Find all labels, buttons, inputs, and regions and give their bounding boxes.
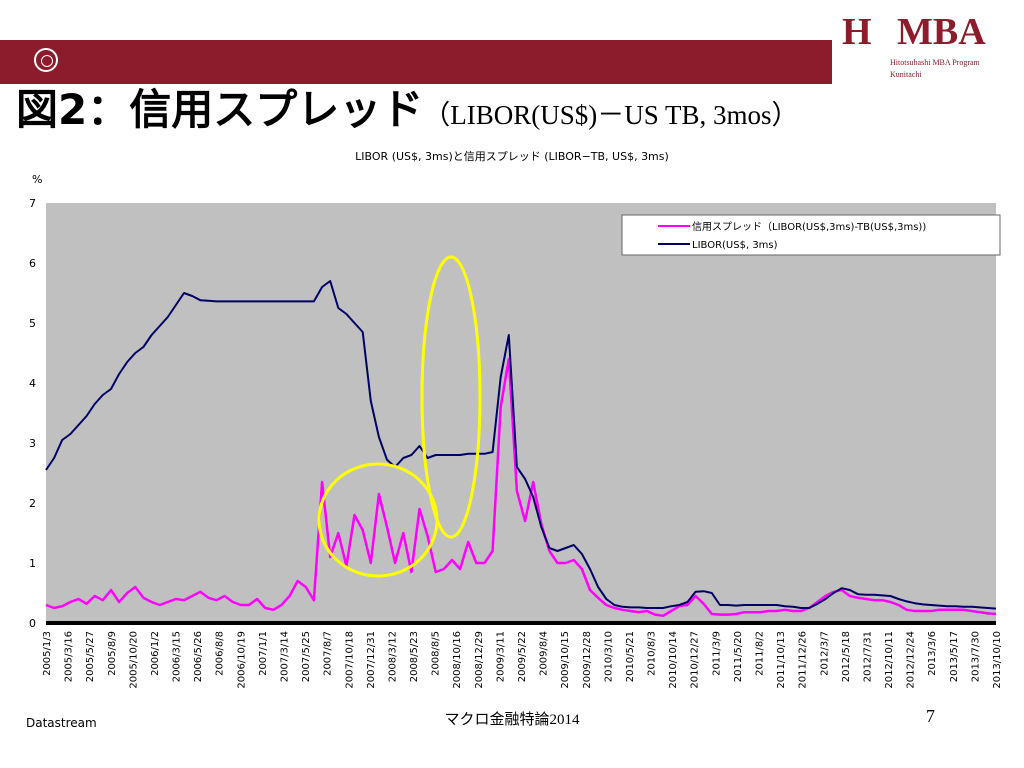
- x-tick-label: 2010/3/10: [603, 631, 614, 682]
- x-tick-label: 2013/10/10: [992, 631, 1003, 689]
- x-tick-label: 2011/8/2: [755, 631, 766, 676]
- plot-area: [46, 203, 996, 623]
- chart-title: LIBOR (US$, 3ms)と信用スプレッド (LIBOR−TB, US$,…: [355, 150, 669, 163]
- x-tick-label: 2006/5/26: [193, 631, 204, 682]
- x-tick-label: 2005/3/16: [64, 631, 75, 682]
- x-tick-label: 2009/12/28: [582, 631, 593, 689]
- x-tick-label: 2008/10/16: [452, 631, 463, 689]
- x-tick-label: 2013/3/6: [927, 631, 938, 676]
- series-layer: [45, 280, 997, 618]
- highlight-ellipse-2008-peak: [420, 255, 482, 539]
- legend-box: [621, 214, 1001, 256]
- y-tick-label: 7: [29, 197, 36, 210]
- x-tick-label: 2008/3/12: [387, 631, 398, 682]
- x-tick-label: 2005/5/27: [85, 631, 96, 682]
- y-tick-label: 2: [29, 497, 36, 510]
- legend: 信用スプレッド（LIBOR(US$,3ms)-TB(US$,3ms)) LIBO…: [621, 214, 1001, 256]
- y-tick-label: 3: [29, 437, 36, 450]
- logo-subtitle: Hitotsubashi MBA Program: [890, 58, 980, 67]
- x-tick-label: 2011/10/13: [776, 631, 787, 689]
- y-tick-label: 4: [29, 377, 36, 390]
- x-axis: 2005/1/3 2005/3/16 2005/5/27 2005/8/9 2005/1…: [42, 631, 1003, 689]
- slide-title: 図2：信用スプレッド（LIBOR(US$)－US TB, 3mos）: [16, 86, 799, 144]
- x-tick-label: 2007/3/14: [280, 631, 291, 682]
- x-tick-label: 2005/8/9: [107, 631, 118, 676]
- y-axis-label: %: [32, 173, 42, 186]
- x-tick-label: 2006/3/15: [172, 631, 183, 682]
- x-tick-label: 2007/8/7: [323, 631, 334, 676]
- legend-label-spread: 信用スプレッド（LIBOR(US$,3ms)-TB(US$,3ms)): [692, 221, 926, 233]
- x-tick-label: 2005/1/3: [42, 631, 53, 676]
- x-tick-label: 2009/8/4: [539, 631, 550, 676]
- logo-area: [832, 6, 1024, 86]
- x-tick-label: 2012/3/7: [819, 631, 830, 676]
- source-note: Datastream: [26, 716, 97, 730]
- x-tick-label: 2008/8/5: [431, 631, 442, 676]
- y-tick-label: 0: [29, 617, 36, 630]
- logo-location: Kunitachi: [890, 70, 922, 79]
- x-tick-label: 2012/5/18: [841, 631, 852, 682]
- libor-spread-chart: LIBOR (US$, 3ms)と信用スプレッド (LIBOR−TB, US$,…: [29, 150, 1003, 689]
- x-tick-label: 2010/12/27: [690, 631, 701, 689]
- y-tick-label: 1: [29, 557, 36, 570]
- x-tick-label: 2009/10/15: [560, 631, 571, 689]
- y-axis: 0 1 2 3 4 5 6 7: [29, 197, 36, 630]
- y-tick-label: 6: [29, 257, 36, 270]
- x-tick-label: 2012/12/24: [906, 631, 917, 689]
- hh-logo-icon: H: [842, 11, 871, 53]
- x-tick-label: 2010/10/14: [668, 631, 679, 689]
- slide-title-sub: （LIBOR(US$)－US TB, 3mos）: [423, 100, 799, 130]
- legend-label-libor: LIBOR(US$, 3ms): [692, 240, 778, 251]
- x-tick-label: 2007/1/1: [258, 631, 269, 676]
- x-tick-label: 2011/5/20: [733, 631, 744, 682]
- slide-title-main: 図2：信用スプレッド: [16, 85, 424, 134]
- x-tick-label: 2011/3/9: [711, 631, 722, 676]
- page-number: 7: [926, 706, 935, 726]
- logo-text: MBA: [897, 11, 986, 53]
- x-tick-label: 2007/5/25: [301, 631, 312, 682]
- x-tick-label: 2012/7/31: [862, 631, 873, 682]
- x-tick-label: 2010/5/21: [625, 631, 636, 682]
- x-tick-label: 2013/5/17: [949, 631, 960, 682]
- x-tick-label: 2008/5/23: [409, 631, 420, 682]
- university-seal-icon: [34, 48, 58, 72]
- x-tick-label: 2013/7/30: [970, 631, 981, 682]
- x-tick-label: 2007/12/31: [366, 631, 377, 689]
- x-tick-label: 2007/10/18: [344, 631, 355, 689]
- x-tick-label: 2009/3/11: [495, 631, 506, 682]
- series-line-libor: [45, 280, 997, 610]
- x-tick-label: 2006/10/19: [236, 631, 247, 689]
- x-tick-label: 2010/8/3: [647, 631, 658, 676]
- x-tick-label: 2012/10/11: [884, 631, 895, 689]
- x-tick-label: 2011/12/26: [798, 631, 809, 689]
- y-tick-label: 5: [29, 317, 36, 330]
- x-tick-label: 2005/10/20: [128, 631, 139, 689]
- x-tick-label: 2009/5/22: [517, 631, 528, 682]
- x-tick-label: 2006/8/8: [215, 631, 226, 676]
- x-tick-label: 2008/12/29: [474, 631, 485, 689]
- x-tick-label: 2006/1/2: [150, 631, 161, 676]
- footer-text: マクロ金融特論2014: [444, 712, 580, 728]
